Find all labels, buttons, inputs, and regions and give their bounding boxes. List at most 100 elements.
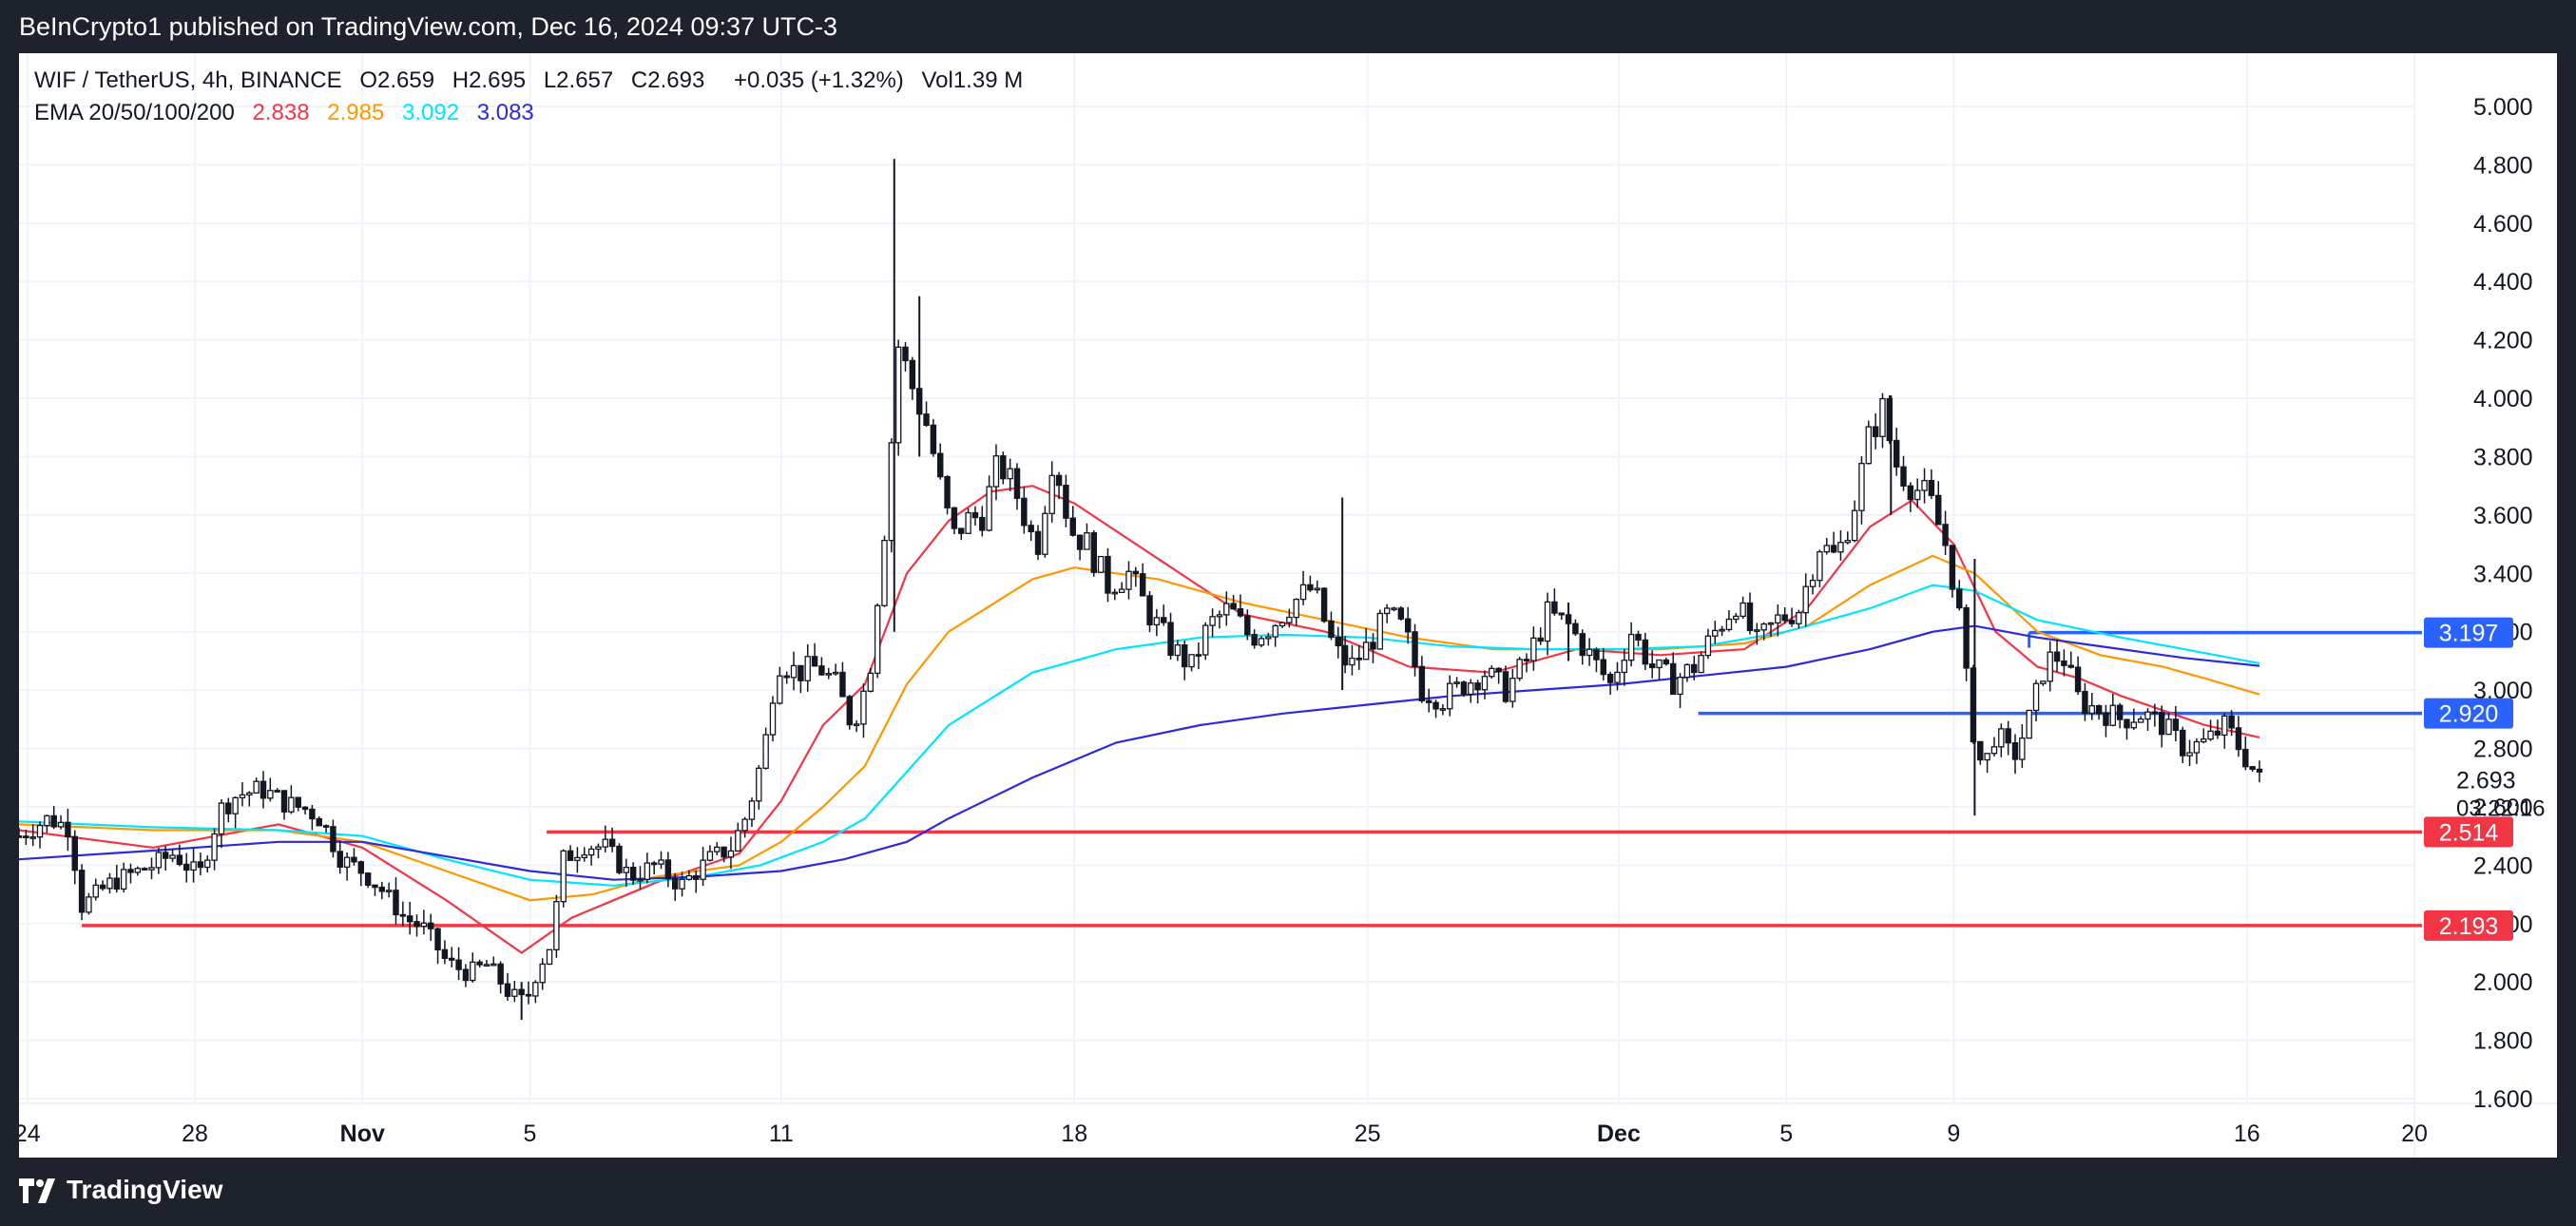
symbol-name[interactable]: WIF / TetherUS, 4h, BINANCE (34, 67, 342, 93)
candle-body (1907, 485, 1914, 501)
candle-body (874, 604, 881, 675)
candle-body (1677, 676, 1683, 696)
candle-body (1600, 659, 1607, 676)
candle-body (2151, 711, 2159, 715)
candle-body (1425, 699, 1432, 703)
chart-area[interactable]: 5.000 4.800 4.600 4.400 4.200 4.000 3.800 3.600… (14, 53, 2557, 1158)
candle-body (1272, 624, 1278, 638)
tradingview-logo-icon[interactable] (19, 1178, 59, 1203)
candle-body (853, 723, 860, 726)
candle-body (1362, 642, 1370, 661)
candle-body (1921, 480, 1928, 491)
candle-body (343, 856, 351, 868)
price-axis[interactable]: 5.000 4.800 4.600 4.400 4.200 4.000 3.800 3.600… (2473, 94, 2533, 1113)
candle-body (246, 792, 253, 796)
candle-body (2144, 711, 2151, 720)
candle-body (790, 664, 798, 679)
level-price-label: 3.197 (2439, 621, 2499, 647)
ema-label[interactable]: EMA 20/50/100/200 (34, 100, 235, 125)
candle-body (1105, 555, 1111, 594)
candle-body (762, 734, 769, 769)
candle-body (1614, 671, 1621, 683)
candle-body (1683, 663, 1691, 679)
candle-body (714, 846, 721, 852)
candle-body (2235, 727, 2242, 751)
candle-body (78, 870, 86, 913)
candle-body (1970, 667, 1977, 743)
candle-body (1977, 740, 1984, 761)
ema-line (18, 584, 2260, 887)
candle-body (364, 872, 372, 886)
candle-body (1760, 623, 1767, 631)
high-value: 2.695 (469, 67, 527, 93)
candle-body (155, 852, 163, 869)
candle-body (1984, 753, 1990, 761)
price-chart[interactable]: 5.000 4.800 4.600 4.400 4.200 4.000 3.800 3.600… (14, 53, 2557, 1158)
candle-body (658, 859, 664, 865)
candle-body (1990, 746, 1998, 755)
candle-body (1118, 588, 1125, 593)
candle-body (944, 475, 951, 508)
time-axis[interactable]: 24 28 Nov 5 11 18 25 Dec 5 9 16 20 (14, 1121, 2428, 1147)
candle-body (1523, 659, 1530, 661)
candle-body (1383, 607, 1391, 615)
candle-body (1495, 667, 1502, 673)
candle-body (1007, 468, 1013, 480)
time-tick-label: 24 (19, 1121, 41, 1147)
candle-body (2193, 740, 2201, 754)
candle-body (1153, 617, 1161, 626)
price-tick-label: 4.200 (2473, 328, 2533, 354)
candle-body (1656, 659, 1663, 669)
candle-body (2067, 664, 2074, 668)
level-price-tag (2424, 617, 2513, 648)
price-tick-label: 1.600 (2473, 1086, 2533, 1113)
candle-body (2201, 738, 2207, 743)
candle-body (992, 455, 1000, 488)
candle-body (1879, 397, 1886, 437)
candle-body (1851, 509, 1858, 542)
candle-body (399, 913, 407, 917)
candle-body (204, 859, 211, 869)
candle-body (1823, 545, 1830, 553)
candle-body (1704, 635, 1712, 657)
candle-body (1355, 657, 1363, 661)
candle-body (1963, 606, 1970, 669)
candle-body (2116, 704, 2124, 720)
candle-body (700, 859, 706, 880)
candle-body (986, 486, 992, 531)
candle-body (909, 359, 916, 390)
candle-body (1028, 525, 1034, 533)
candle-body (1648, 663, 1656, 669)
candle-body (685, 874, 693, 880)
candle-body (295, 796, 301, 808)
candle-body (1090, 532, 1097, 573)
candle-body (616, 845, 623, 873)
candle-body (587, 848, 595, 856)
candle-body (1432, 701, 1439, 710)
candle-body (1669, 662, 1677, 696)
candle-body (525, 993, 532, 997)
candle-body (979, 516, 986, 531)
candle-body (183, 863, 190, 872)
ema-line (18, 624, 2260, 881)
ema-row: EMA 20/50/100/200 2.838 2.985 3.092 3.08… (34, 97, 1034, 129)
candle-body (504, 983, 511, 997)
tradingview-brand[interactable]: TradingView (67, 1175, 223, 1204)
candle-body (1223, 603, 1230, 616)
candle-body (1830, 545, 1837, 553)
last-price-label: 2.693 (2456, 767, 2516, 794)
candle-body (1788, 620, 1796, 624)
candle-body (1453, 681, 1460, 684)
candle-body (1627, 633, 1635, 661)
candle-body (413, 921, 420, 928)
candle-body (127, 869, 134, 873)
price-tick-label: 2.800 (2473, 737, 2533, 763)
candle-body (330, 826, 336, 852)
candle-body (1209, 616, 1216, 626)
candle-body (553, 901, 560, 950)
candle-body (134, 868, 142, 873)
candle-body (608, 838, 616, 848)
candle-body (623, 866, 630, 873)
ema-line (18, 485, 2260, 954)
